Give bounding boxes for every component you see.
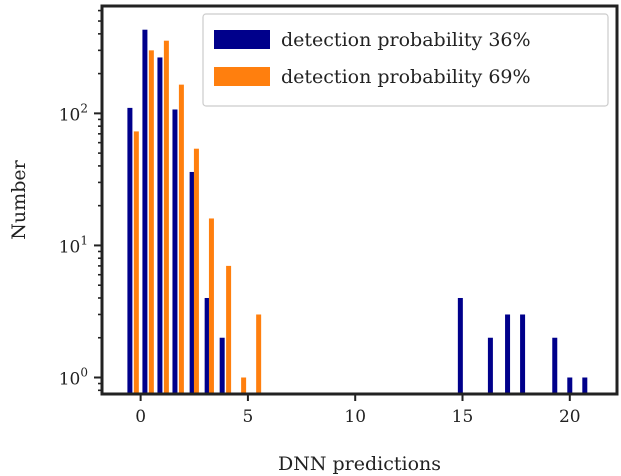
bar-series1-5	[204, 297, 210, 394]
bar-series1-1	[142, 29, 148, 394]
legend-label-1: detection probability 36%	[281, 29, 531, 51]
bar-series1-8	[487, 337, 493, 394]
bar-series2-2	[163, 40, 169, 394]
bar-series1-9	[505, 314, 511, 394]
bar-series1-7	[457, 297, 463, 394]
axes-layer: 0 5 10 15 20 100 101 102 DNN predictions Number	[8, 4, 619, 475]
y-tick-label-2: 102	[59, 101, 88, 125]
y-axis-label: Number	[8, 159, 30, 239]
bar-series2-1	[148, 50, 154, 394]
bar-series2-6	[226, 265, 232, 394]
x-tick-label-3: 15	[452, 407, 474, 427]
bar-series1-3	[172, 109, 178, 394]
legend: detection probability 36% detection proba…	[202, 13, 609, 107]
bar-series2-7	[241, 377, 247, 394]
bar-series2-3	[178, 84, 184, 394]
x-axis-label: DNN predictions	[278, 453, 441, 475]
bar-series1-11	[552, 337, 558, 394]
bar-series1-10	[520, 314, 526, 394]
bar-series2-8	[256, 314, 262, 394]
plot-frame	[100, 4, 619, 396]
x-tick-label-0: 0	[135, 407, 146, 427]
bar-series2-0	[133, 131, 139, 394]
legend-label-2: detection probability 69%	[281, 66, 531, 88]
legend-swatch-2	[214, 67, 270, 86]
x-tick-label-1: 5	[243, 407, 254, 427]
legend-box	[202, 13, 609, 107]
bar-series1-2	[157, 57, 163, 395]
bar-series1-0	[127, 107, 133, 394]
bar-series1-12	[567, 377, 573, 394]
bar-series1-6	[219, 337, 225, 394]
y-tick-label-0: 100	[59, 365, 88, 389]
bar-series2-5	[208, 218, 214, 394]
x-tick-label-4: 20	[559, 407, 581, 427]
bars-layer	[127, 29, 588, 395]
bar-series1-4	[189, 171, 195, 394]
y-tick-label-1: 101	[59, 233, 88, 257]
legend-swatch-1	[214, 30, 270, 49]
bar-series1-13	[582, 377, 588, 394]
bar-series2-4	[193, 148, 199, 394]
x-tick-label-2: 10	[344, 407, 366, 427]
